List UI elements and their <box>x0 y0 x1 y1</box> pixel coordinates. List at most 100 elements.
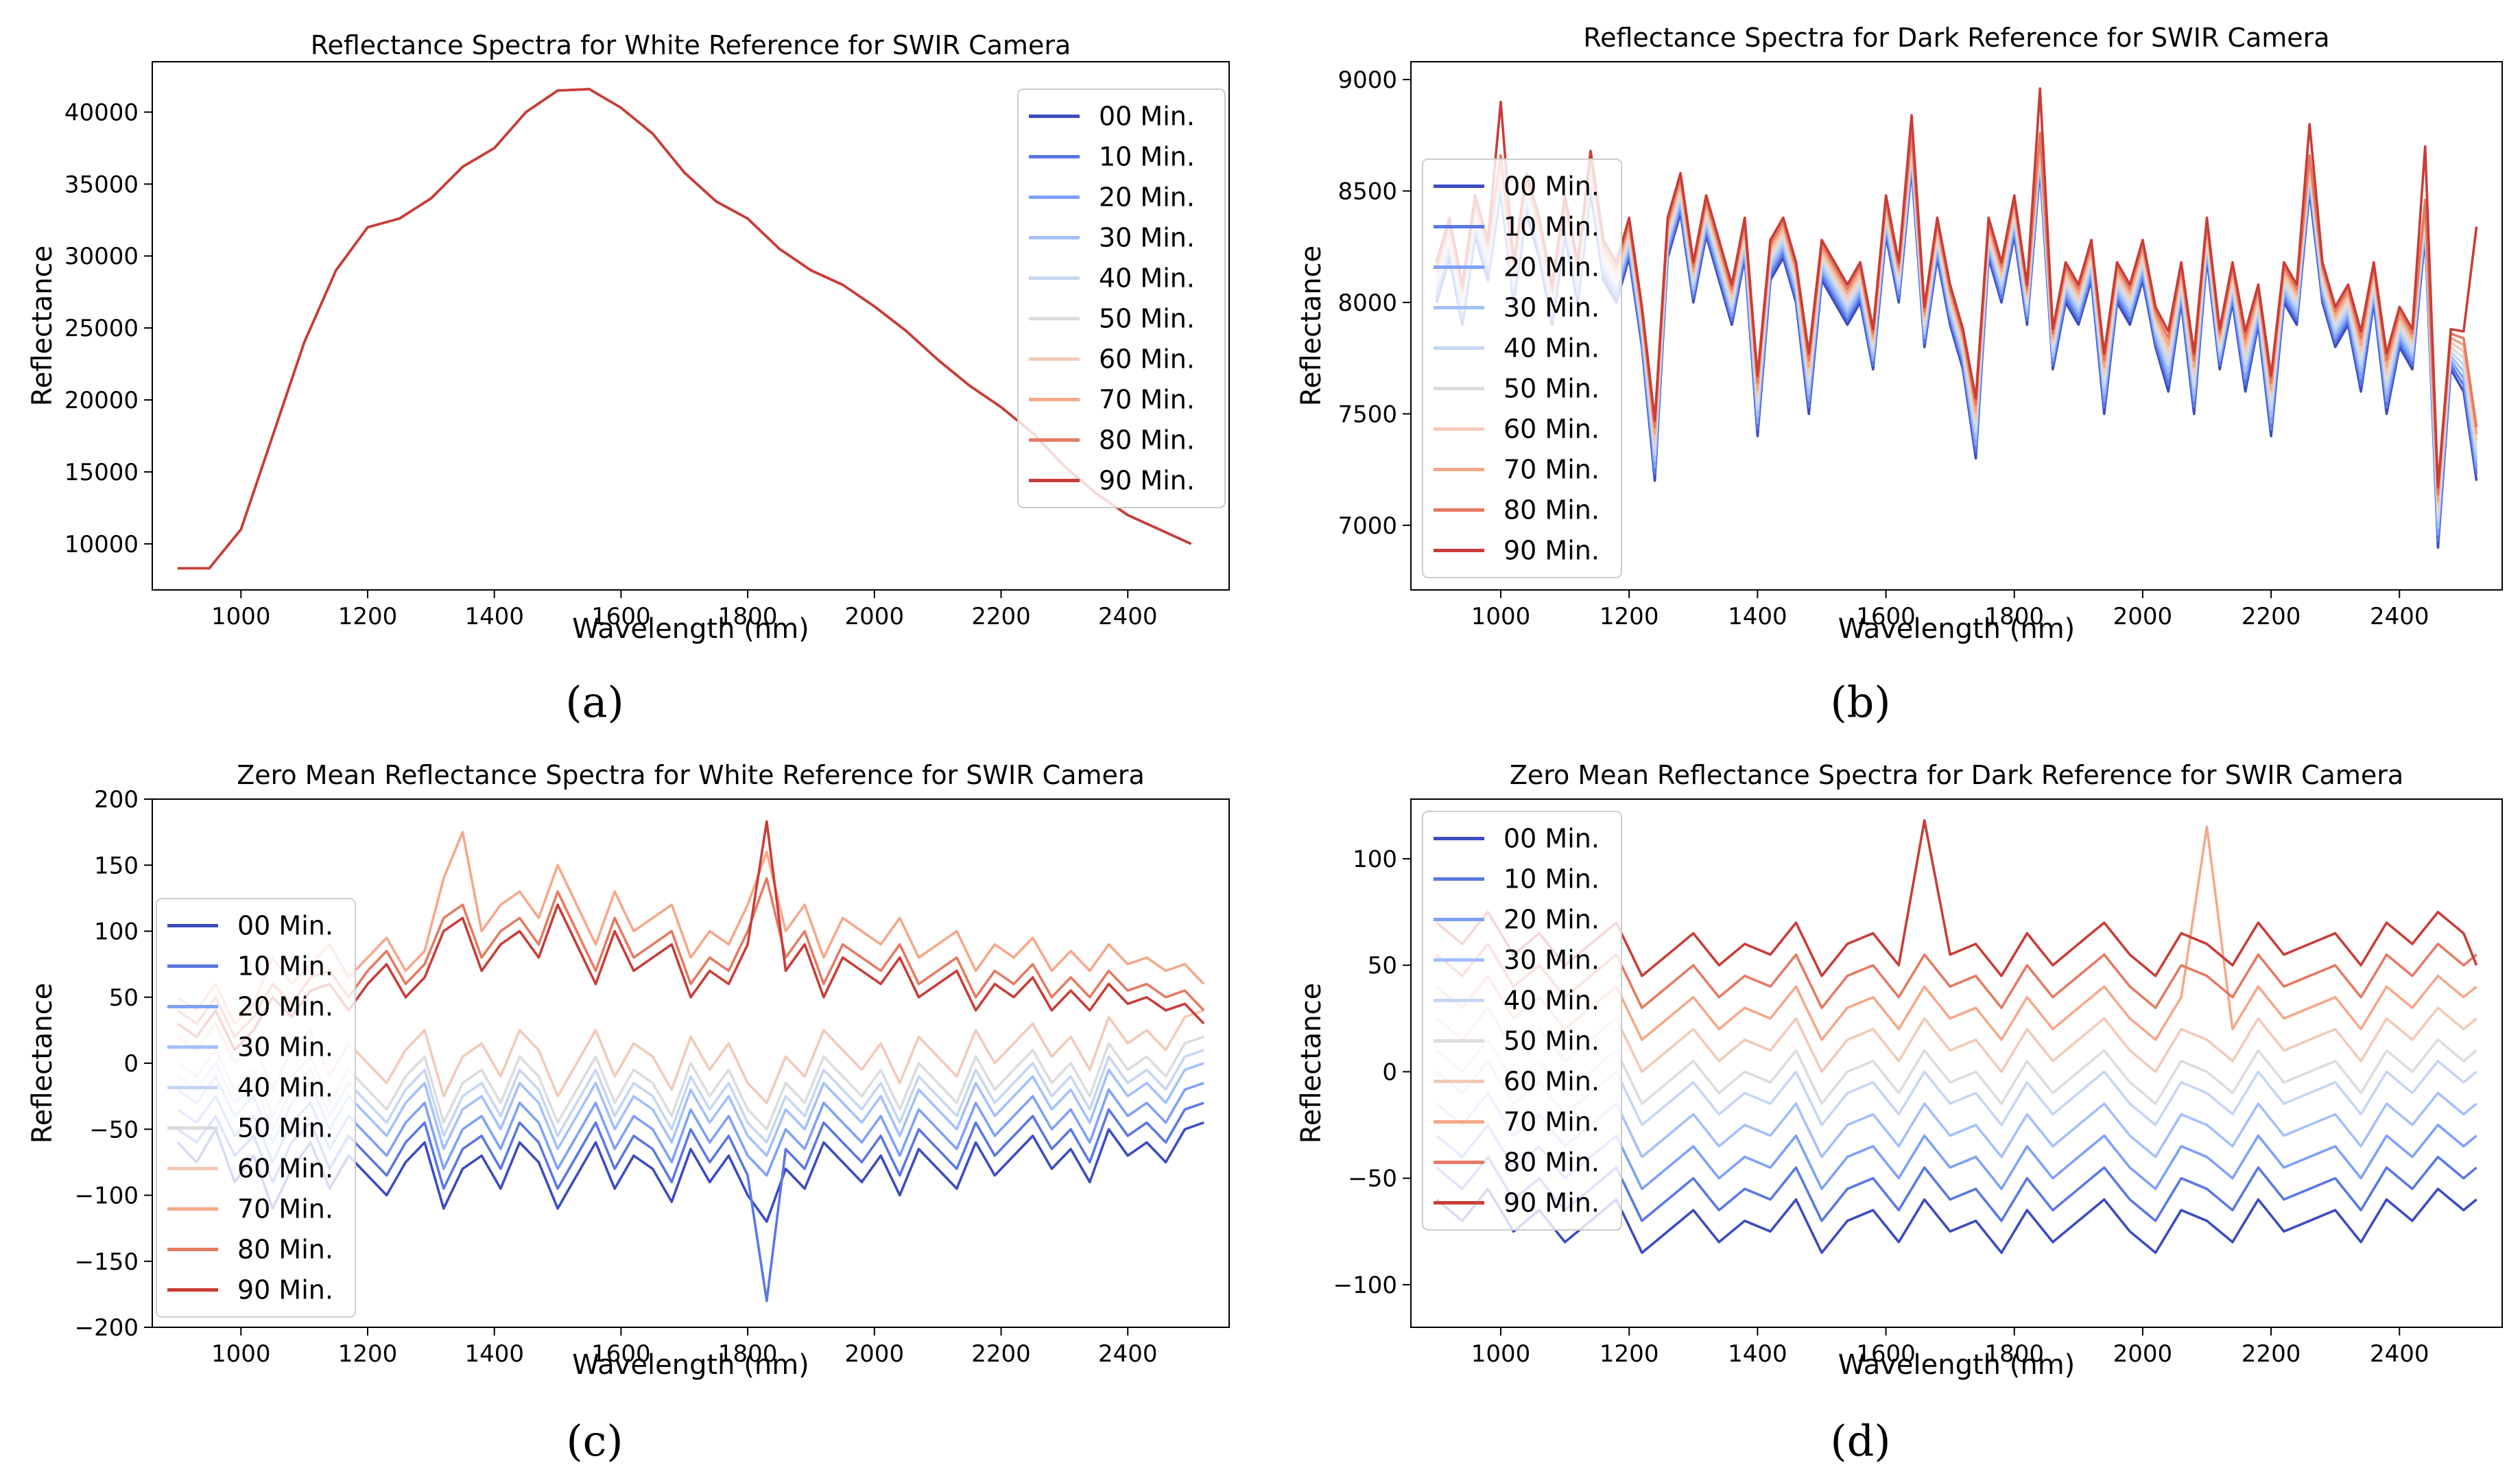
legend-c: 00 Min. 10 Min. 20 Min. 30 Min. 40 Min. 50 Mi… <box>156 898 356 1318</box>
legend-label-c-2: 20 Min. <box>237 992 333 1022</box>
y-tick-label-c-5: 50 <box>109 984 139 1012</box>
y-tick-label-a-3: 25000 <box>64 315 139 342</box>
y-tick-label-a-2: 20000 <box>64 387 139 414</box>
y-axis-label-d: Reflectance <box>1296 983 1327 1144</box>
y-tick-label-b-4: 9000 <box>1338 67 1397 94</box>
axes-frame-b <box>1410 61 2503 591</box>
legend-label-c-5: 50 Min. <box>237 1113 333 1143</box>
legend-label-b-7: 70 Min. <box>1503 455 1600 485</box>
y-tick-label-b-0: 7000 <box>1338 512 1397 540</box>
x-tick-label-a-3: 1600 <box>591 603 651 630</box>
legend-label-a-3: 30 Min. <box>1099 223 1195 253</box>
x-tick-label-a-6: 2200 <box>971 603 1031 630</box>
y-tick-label-c-1: −150 <box>75 1248 139 1276</box>
legend-label-d-8: 80 Min. <box>1503 1148 1600 1178</box>
x-tick-label-c-5: 2000 <box>845 1340 905 1368</box>
legend-label-c-7: 70 Min. <box>237 1194 333 1224</box>
x-axis-label-c: Wavelength (nm) <box>572 1349 809 1381</box>
x-tick-label-d-0: 1000 <box>1471 1340 1531 1368</box>
legend-label-a-0: 00 Min. <box>1099 102 1195 132</box>
legend-label-b-3: 30 Min. <box>1503 293 1600 323</box>
panel-caption-d: (d) <box>1830 1416 1890 1466</box>
y-tick-label-c-7: 150 <box>94 852 139 879</box>
x-tick-label-b-7: 2400 <box>2370 603 2429 630</box>
x-tick-label-b-6: 2200 <box>2242 603 2301 630</box>
legend-box-c <box>156 898 356 1318</box>
x-tick-label-a-5: 2000 <box>845 603 905 630</box>
legend-label-d-2: 20 Min. <box>1503 905 1600 935</box>
legend-label-c-4: 40 Min. <box>237 1073 333 1103</box>
y-tick-label-c-0: −200 <box>75 1314 139 1342</box>
x-axis-label-a: Wavelength (nm) <box>572 613 809 645</box>
legend-label-b-4: 40 Min. <box>1503 333 1600 364</box>
x-tick-label-a-1: 1200 <box>338 603 398 630</box>
legend-label-c-6: 60 Min. <box>237 1154 333 1184</box>
legend-label-d-6: 60 Min. <box>1503 1067 1600 1097</box>
x-tick-label-b-0: 1000 <box>1471 603 1531 630</box>
chart-panel-d: Zero Mean Reflectance Spectra for Dark R… <box>1296 760 2503 1466</box>
x-tick-label-a-4: 1800 <box>718 603 778 630</box>
legend-label-a-7: 70 Min. <box>1099 385 1195 415</box>
x-axis-label-b: Wavelength (nm) <box>1838 613 2076 645</box>
legend-label-c-9: 90 Min. <box>237 1275 333 1305</box>
chart-panel-b: Reflectance Spectra for Dark Reference f… <box>1296 23 2503 727</box>
x-tick-label-d-7: 2400 <box>2370 1340 2429 1368</box>
legend-label-c-0: 00 Min. <box>237 911 333 941</box>
y-axis-label-a: Reflectance <box>27 246 58 407</box>
x-tick-label-d-2: 1400 <box>1728 1340 1787 1368</box>
x-tick-label-c-2: 1400 <box>464 1340 524 1368</box>
legend-label-b-9: 90 Min. <box>1503 536 1600 566</box>
legend-label-d-5: 50 Min. <box>1503 1026 1600 1056</box>
y-tick-label-d-2: 0 <box>1382 1058 1397 1086</box>
y-tick-label-c-6: 100 <box>94 918 139 946</box>
x-tick-label-c-0: 1000 <box>211 1340 271 1368</box>
legend-label-d-7: 70 Min. <box>1503 1107 1600 1137</box>
legend-label-d-0: 00 Min. <box>1503 824 1600 854</box>
legend-label-b-0: 00 Min. <box>1503 171 1600 202</box>
legend-label-d-4: 40 Min. <box>1503 986 1600 1016</box>
y-tick-label-d-1: −50 <box>1348 1165 1397 1193</box>
y-tick-label-d-4: 100 <box>1353 846 1397 873</box>
y-tick-label-b-1: 7500 <box>1338 401 1397 428</box>
x-tick-label-b-1: 1200 <box>1600 603 1659 630</box>
y-tick-label-a-1: 15000 <box>64 459 139 486</box>
x-tick-label-d-3: 1600 <box>1856 1340 1916 1368</box>
y-tick-label-c-4: 0 <box>123 1050 139 1078</box>
legend-label-c-1: 10 Min. <box>237 951 333 982</box>
x-tick-label-d-5: 2000 <box>2113 1340 2173 1368</box>
legend-label-a-9: 90 Min. <box>1099 466 1195 496</box>
y-axis-label-b: Reflectance <box>1296 246 1327 407</box>
legend-label-d-1: 10 Min. <box>1503 864 1600 894</box>
legend-label-a-6: 60 Min. <box>1099 344 1195 375</box>
x-tick-label-a-2: 1400 <box>464 603 524 630</box>
y-tick-label-c-2: −100 <box>75 1183 139 1210</box>
legend-label-c-8: 80 Min. <box>237 1235 333 1265</box>
legend-box-a <box>1017 88 1226 508</box>
legend-box-b <box>1422 158 1622 578</box>
x-tick-label-a-7: 2400 <box>1098 603 1158 630</box>
panel-caption-a: (a) <box>565 677 623 727</box>
x-tick-label-c-7: 2400 <box>1098 1340 1158 1368</box>
y-tick-label-c-8: 200 <box>94 786 139 814</box>
y-axis-label-c: Reflectance <box>27 983 58 1144</box>
legend-box-d <box>1422 811 1622 1231</box>
chart-title-a: Reflectance Spectra for White Reference … <box>311 30 1071 60</box>
y-tick-label-b-2: 8000 <box>1338 289 1397 317</box>
legend-label-c-3: 30 Min. <box>237 1032 333 1063</box>
x-tick-label-a-0: 1000 <box>211 603 271 630</box>
x-tick-label-b-4: 1800 <box>1984 603 2044 630</box>
chart-title-c: Zero Mean Reflectance Spectra for White … <box>237 760 1145 790</box>
x-tick-label-c-6: 2200 <box>971 1340 1031 1368</box>
legend-label-b-5: 50 Min. <box>1503 374 1600 404</box>
y-tick-label-c-3: −50 <box>89 1116 139 1143</box>
legend-d: 00 Min. 10 Min. 20 Min. 30 Min. 40 Min. 50 Mi… <box>1422 811 1622 1231</box>
legend-label-d-3: 30 Min. <box>1503 945 1600 975</box>
chart-title-d: Zero Mean Reflectance Spectra for Dark R… <box>1510 760 2403 790</box>
legend-label-b-8: 80 Min. <box>1503 495 1600 525</box>
panel-caption-c: (c) <box>566 1416 623 1466</box>
legend-label-a-8: 80 Min. <box>1099 425 1195 455</box>
x-tick-label-b-5: 2000 <box>2113 603 2173 630</box>
x-axis-label-d: Wavelength (nm) <box>1838 1349 2076 1381</box>
y-tick-label-a-4: 30000 <box>64 243 139 270</box>
